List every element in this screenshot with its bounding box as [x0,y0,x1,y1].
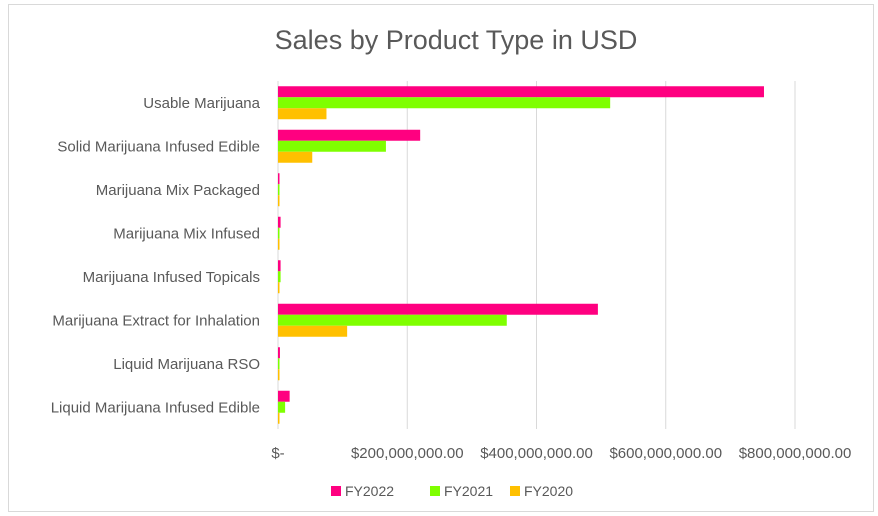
x-axis-tick-labels: $- $200,000,000.00 $400,000,000.00 $600,000… [271,445,851,462]
bar-fy2022-6 [278,347,280,359]
x-tick-label: $400,000,000.00 [480,445,593,462]
category-label: Marijuana Mix Infused [113,225,260,242]
legend-swatch-fy2020 [510,486,520,496]
bar-fy2020-2 [278,195,280,207]
bar-fy2021-1 [278,140,386,152]
bar-fy2022-1 [278,129,421,141]
chart-title: Sales by Product Type in USD [275,25,638,55]
bar-fy2021-4 [278,271,281,283]
bar-fy2020-1 [278,151,313,163]
legend-label-fy2020: FY2020 [524,483,573,499]
category-labels: Usable Marijuana Solid Marijuana Infused … [51,95,261,417]
x-tick-label: $- [271,445,284,462]
category-label: Marijuana Mix Packaged [96,182,260,199]
category-label: Liquid Marijuana Infused Edible [51,399,260,416]
bar-fy2022-4 [278,260,281,272]
bar-fy2022-5 [278,303,598,315]
legend-swatch-fy2021 [430,486,440,496]
bar-fy2020-5 [278,325,348,337]
x-tick-label: $200,000,000.00 [351,445,464,462]
category-label: Marijuana Infused Topicals [83,269,260,286]
category-label: Solid Marijuana Infused Edible [57,138,260,155]
chart-container: Sales by Product Type in USD Usable Mari… [8,4,874,512]
category-label: Liquid Marijuana RSO [113,356,260,373]
category-label: Usable Marijuana [143,95,260,112]
bar-fy2021-7 [278,401,286,413]
bar-fy2022-3 [278,216,281,228]
bar-fy2021-2 [278,184,280,196]
legend-label-fy2022: FY2022 [345,483,394,499]
bar-fy2020-7 [278,412,280,424]
x-tick-label: $600,000,000.00 [609,445,722,462]
bar-fy2020-6 [278,369,280,381]
bar-fy2020-0 [278,108,327,120]
bars [278,86,764,424]
bar-fy2021-0 [278,97,611,109]
bar-fy2022-0 [278,86,764,98]
bar-fy2020-4 [278,282,280,294]
bar-fy2021-3 [278,227,280,239]
bar-fy2021-6 [278,358,280,370]
category-label: Marijuana Extract for Inhalation [52,312,260,329]
bar-fy2020-3 [278,238,280,250]
legend: FY2022 FY2021 FY2020 [331,483,573,499]
legend-swatch-fy2022 [331,486,341,496]
legend-label-fy2021: FY2021 [444,483,493,499]
bar-fy2022-2 [278,173,280,185]
x-tick-label: $800,000,000.00 [739,445,852,462]
chart-svg: Sales by Product Type in USD Usable Mari… [51,25,852,499]
bar-fy2022-7 [278,390,290,402]
bar-fy2021-5 [278,314,507,326]
